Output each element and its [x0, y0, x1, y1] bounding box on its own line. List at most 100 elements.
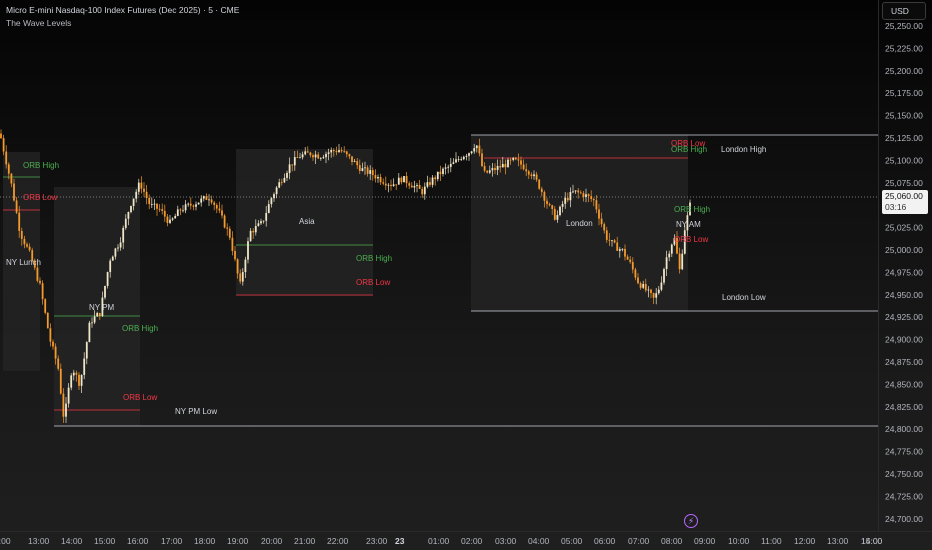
time-tick-label: 21:00: [294, 536, 316, 546]
time-tick-label: 2:00: [0, 536, 11, 546]
session-box-asia: [236, 149, 373, 296]
candle-body: [449, 163, 452, 167]
candle-body: [689, 202, 691, 216]
candle-body: [184, 204, 187, 211]
time-tick-label: 13:00: [827, 536, 849, 546]
candle-body: [15, 200, 18, 213]
candle-body: [31, 250, 34, 262]
candle-body: [587, 194, 590, 197]
candle-body: [436, 171, 439, 180]
candle-body: [509, 159, 512, 161]
price-tick-label: 25,075.00: [885, 178, 923, 188]
candle-body: [374, 175, 377, 179]
candle-body: [660, 282, 663, 290]
candle-body: [530, 174, 533, 177]
ny-am-label: NY AM: [676, 220, 701, 229]
candle-body: [254, 226, 257, 233]
london-label: London: [566, 219, 593, 228]
candle-body: [569, 191, 572, 201]
price-tick-label: 25,200.00: [885, 66, 923, 76]
london-high-label: London High: [721, 145, 766, 154]
indicator-name[interactable]: The Wave Levels: [6, 18, 72, 28]
candle-body: [442, 168, 444, 174]
candle-body: [543, 192, 546, 201]
candle-body: [275, 187, 278, 195]
candle-body: [114, 248, 117, 257]
candle-body: [262, 220, 265, 222]
candle-body: [247, 241, 249, 260]
currency-button[interactable]: USD: [882, 2, 926, 20]
candle-body: [676, 237, 678, 254]
candle-body: [166, 216, 169, 223]
candle-body: [522, 164, 525, 170]
candle-body: [156, 203, 158, 209]
time-tick-label: 11:00: [761, 536, 782, 546]
candle-body: [106, 272, 109, 286]
time-axis[interactable]: 2:0013:0014:0015:0016:0017:0018:0019:002…: [0, 536, 883, 546]
candle-body: [626, 256, 629, 260]
candle-body: [452, 162, 455, 164]
candle-body: [78, 374, 80, 386]
candle-body: [267, 204, 270, 214]
candle-body: [486, 170, 489, 173]
candle-body: [608, 239, 611, 241]
candle-body: [527, 171, 530, 175]
candle-body: [579, 192, 582, 194]
candle-body: [548, 204, 551, 206]
candle-body: [127, 212, 130, 219]
candles-group: [0, 129, 691, 423]
price-tick-label: 24,975.00: [885, 267, 923, 277]
time-tick-label: 12:00: [794, 536, 816, 546]
price-axis[interactable]: 25,250.00 25,225.00 25,200.00 25,175.00 25,1…: [885, 21, 923, 524]
candle-body: [314, 154, 317, 158]
bar-countdown: 03:16: [885, 202, 907, 212]
candle-body: [418, 185, 421, 189]
lightning-icon[interactable]: ⚡: [684, 514, 698, 528]
candle-body: [410, 185, 413, 188]
candle-body: [49, 328, 52, 342]
time-tick-label: 18:00: [194, 536, 216, 546]
candle-body: [351, 156, 353, 163]
candle-body: [171, 218, 174, 220]
candle-body: [257, 223, 260, 227]
candle-body: [637, 277, 639, 284]
price-tick-label: 25,025.00: [885, 223, 923, 233]
price-tick-label: 25,175.00: [885, 88, 923, 98]
orb-low-label-4: ORB Low: [671, 139, 705, 148]
time-tick-label: 15:00: [94, 536, 116, 546]
candle-body: [683, 230, 686, 254]
price-tick-label: 25,150.00: [885, 111, 923, 121]
candle-body: [397, 177, 400, 185]
time-tick-label: 08:00: [661, 536, 683, 546]
candle-body: [33, 261, 36, 268]
candle-body: [176, 209, 179, 217]
candle-body: [291, 164, 294, 166]
candle-body: [483, 166, 486, 171]
candle-body: [556, 215, 559, 220]
candle-body: [478, 145, 481, 154]
candle-body: [665, 257, 668, 270]
time-tick-label: 16:00: [127, 536, 149, 546]
candle-body: [520, 160, 522, 165]
price-tick-label: 25,100.00: [885, 155, 923, 165]
candle-body: [101, 297, 104, 317]
candle-body: [280, 182, 283, 184]
candle-body: [405, 176, 408, 184]
candle-body: [566, 197, 569, 201]
candle-body: [369, 170, 372, 174]
candle-body: [504, 163, 507, 168]
candle-body: [57, 358, 60, 369]
candle-body: [421, 188, 424, 195]
candle-body: [361, 168, 364, 171]
candle-body: [616, 242, 619, 251]
candle-body: [111, 256, 114, 261]
candle-body: [652, 293, 655, 298]
time-tick-label: 06:00: [594, 536, 616, 546]
symbol-title[interactable]: Micro E-mini Nasdaq-100 Index Futures (D…: [6, 5, 240, 15]
candle-body: [618, 249, 621, 251]
candle-body: [59, 368, 62, 394]
candle-body: [447, 166, 450, 168]
candle-body: [88, 322, 91, 343]
candle-body: [2, 138, 5, 152]
